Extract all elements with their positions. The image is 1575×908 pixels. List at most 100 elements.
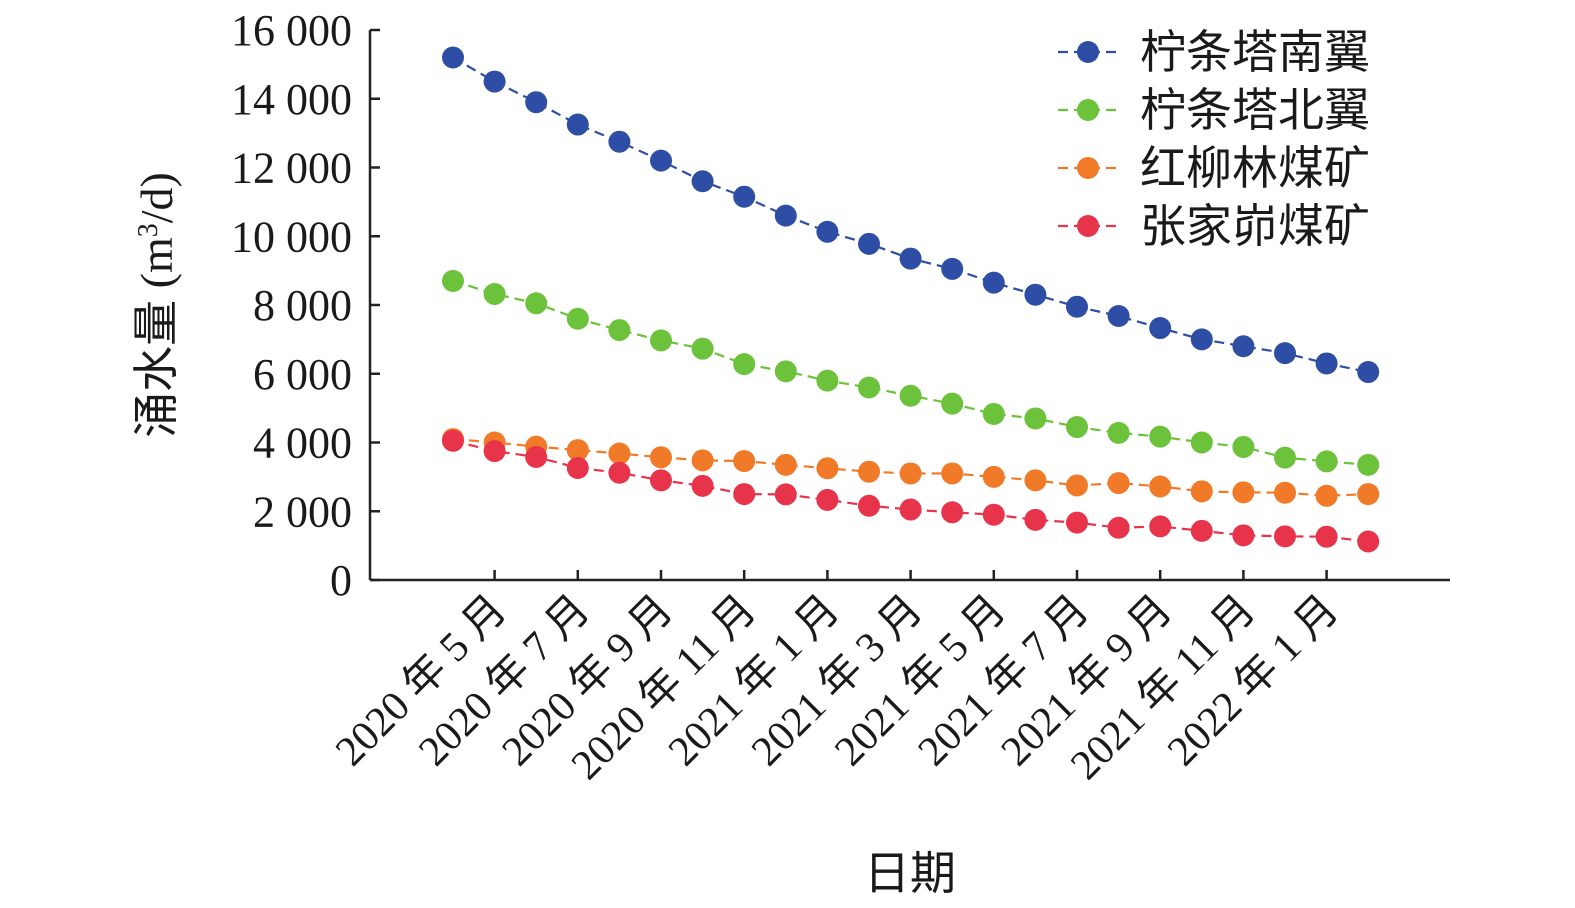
legend-item: 柠条塔南翼	[1058, 27, 1370, 78]
data-point	[816, 369, 839, 392]
data-point	[1232, 335, 1255, 358]
data-point	[733, 185, 756, 208]
data-point	[1232, 435, 1255, 458]
data-point	[774, 360, 797, 383]
data-point	[1232, 481, 1255, 504]
y-axis-title-tail: /d)	[131, 172, 182, 223]
y-axis-ticks: 0 2 000 4 000 6 000 8 000 10 000 12 000 14 000 1…	[231, 6, 380, 605]
series-line	[452, 437, 1369, 497]
data-point	[733, 353, 756, 376]
data-point	[1232, 524, 1255, 547]
data-point	[1315, 525, 1338, 548]
y-tick-label: 6 000	[253, 350, 352, 399]
data-point	[982, 503, 1005, 526]
data-point	[774, 204, 797, 227]
data-point	[483, 440, 506, 463]
y-tick-label: 16 000	[231, 6, 352, 55]
data-point	[1315, 484, 1338, 507]
data-point	[650, 469, 672, 492]
y-tick-label: 0	[330, 556, 352, 605]
data-point	[1190, 480, 1213, 503]
data-point	[982, 402, 1005, 425]
legend-label: 张家峁煤矿	[1140, 201, 1370, 252]
data-point	[566, 439, 589, 462]
data-point	[442, 269, 464, 292]
data-point	[1024, 469, 1047, 492]
data-point	[858, 232, 880, 255]
data-point	[1274, 481, 1296, 504]
data-point	[1149, 475, 1172, 498]
data-point	[858, 376, 880, 399]
data-point	[733, 483, 756, 506]
data-point	[1357, 530, 1380, 553]
data-point	[650, 329, 672, 352]
data-point	[899, 384, 922, 407]
legend-item: 柠条塔北翼	[1058, 85, 1370, 136]
data-point	[1274, 446, 1296, 469]
data-point	[816, 488, 839, 511]
data-point	[1274, 525, 1296, 548]
data-point	[941, 501, 964, 524]
series-line	[452, 439, 1369, 543]
data-point	[608, 461, 631, 484]
data-point	[1107, 421, 1130, 444]
data-point	[899, 498, 922, 521]
y-tick-label: 4 000	[253, 419, 352, 468]
data-point	[1066, 511, 1088, 534]
data-point	[691, 170, 714, 193]
data-point	[483, 70, 506, 93]
data-point	[941, 257, 964, 280]
legend-marker	[1077, 157, 1099, 179]
data-point	[1024, 283, 1047, 306]
data-point	[1357, 453, 1380, 476]
legend-marker	[1077, 215, 1099, 237]
legend-label: 柠条塔北翼	[1140, 85, 1370, 136]
data-point	[1107, 305, 1130, 327]
data-point	[1149, 515, 1172, 538]
data-point	[691, 337, 714, 360]
data-point	[442, 46, 464, 69]
data-point	[1066, 474, 1088, 497]
data-point	[1066, 416, 1088, 439]
data-point	[566, 307, 589, 330]
legend-item: 张家峁煤矿	[1058, 201, 1370, 252]
y-tick-label: 2 000	[253, 487, 352, 536]
data-point	[1315, 352, 1338, 375]
data-point	[774, 453, 797, 476]
data-point	[982, 271, 1005, 294]
series-1	[442, 46, 1380, 384]
data-point	[1274, 342, 1296, 365]
legend-marker	[1077, 41, 1099, 63]
series-layer	[442, 46, 1380, 553]
y-axis-title-superscript: 3	[133, 223, 164, 237]
data-point	[899, 247, 922, 270]
y-tick-label: 14 000	[231, 75, 352, 124]
data-point	[691, 474, 714, 497]
data-point	[525, 445, 548, 468]
data-point	[941, 462, 964, 485]
data-point	[608, 130, 631, 153]
data-point	[1149, 317, 1172, 340]
data-point	[941, 392, 964, 415]
data-point	[608, 442, 631, 465]
data-point	[1190, 431, 1213, 454]
legend-marker	[1077, 99, 1099, 121]
series-4	[442, 429, 1380, 553]
legend-item: 红柳林煤矿	[1058, 143, 1370, 194]
data-point	[1357, 483, 1380, 506]
y-tick-label: 12 000	[231, 144, 352, 193]
data-point	[566, 456, 589, 479]
data-point	[774, 483, 797, 506]
data-point	[650, 149, 672, 172]
data-point	[608, 319, 631, 342]
data-point	[525, 91, 548, 114]
data-point	[858, 460, 880, 483]
data-point	[442, 429, 464, 452]
series-2	[442, 269, 1380, 476]
x-axis-title: 日期	[864, 848, 956, 899]
data-point	[858, 494, 880, 517]
y-tick-label: 10 000	[231, 212, 352, 261]
legend-label: 红柳林煤矿	[1140, 143, 1370, 194]
